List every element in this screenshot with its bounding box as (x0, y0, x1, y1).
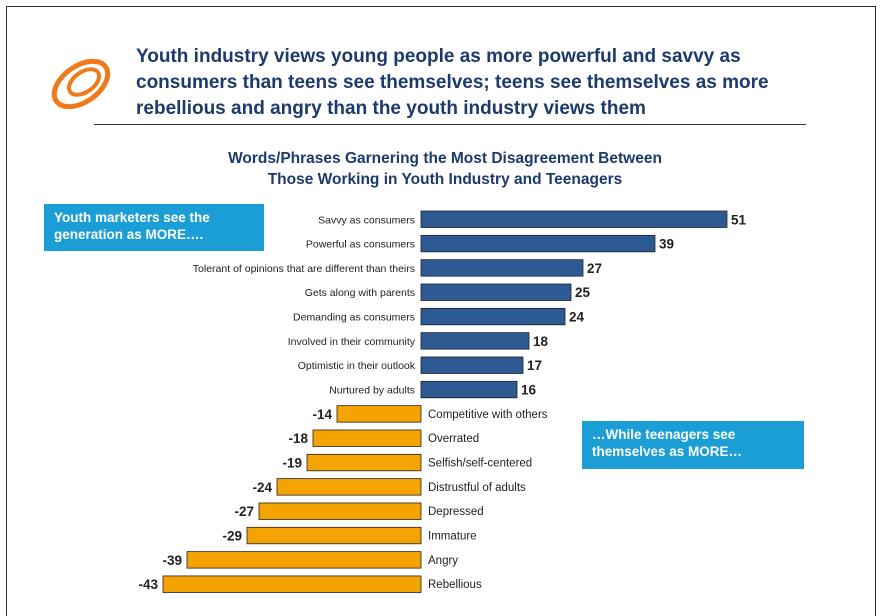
bar (420, 356, 524, 374)
data-label: 16 (521, 383, 537, 398)
data-label: 24 (569, 310, 585, 325)
category-label: Competitive with others (428, 409, 548, 421)
data-label: 51 (731, 212, 747, 227)
data-label: -43 (138, 577, 158, 592)
data-label: -29 (222, 529, 242, 544)
category-label: Involved in their community (288, 336, 416, 348)
category-label: Optimistic in their outlook (298, 360, 416, 372)
bar (420, 307, 566, 326)
category-label: Selfish/self-centered (428, 458, 532, 470)
bar (336, 405, 422, 423)
data-label: 25 (575, 285, 591, 300)
data-label: 27 (587, 261, 602, 276)
category-label: Immature (428, 531, 477, 543)
category-label: Demanding as consumers (293, 312, 415, 324)
bar (186, 551, 422, 569)
category-label: Savvy as consumers (318, 214, 415, 226)
category-label: Tolerant of opinions that are different … (193, 263, 415, 275)
data-label: -19 (282, 456, 302, 471)
bar (420, 380, 518, 399)
bar (420, 210, 728, 228)
bar (162, 575, 422, 593)
data-label: 17 (527, 358, 542, 373)
data-label: -14 (312, 407, 332, 422)
category-label: Powerful as consumers (306, 239, 415, 251)
bar (420, 283, 572, 301)
data-label: 39 (659, 237, 674, 252)
bar (258, 502, 422, 520)
bar (420, 234, 656, 253)
brand-logo-icon (51, 58, 111, 110)
callout-youth-marketers: Youth marketers see the generation as MO… (44, 204, 264, 251)
callout-teenagers: …While teenagers see themselves as MORE… (582, 421, 804, 469)
bar (246, 526, 422, 545)
data-label: 18 (533, 334, 549, 349)
category-label: Distrustful of adults (428, 482, 526, 494)
data-label: -27 (234, 504, 254, 519)
category-label: Depressed (428, 506, 484, 518)
chart-title: Words/Phrases Garnering the Most Disagre… (228, 150, 662, 188)
bar (306, 453, 422, 472)
category-label: Gets along with parents (305, 287, 415, 299)
category-label: Nurtured by adults (329, 385, 415, 397)
bar (420, 259, 584, 277)
data-label: -18 (288, 431, 308, 446)
bar (420, 332, 530, 350)
bar (312, 429, 422, 447)
category-label: Angry (428, 555, 458, 567)
data-label: -39 (162, 553, 182, 568)
slide-headline: Youth industry views young people as mor… (136, 46, 769, 119)
slide-frame (6, 6, 876, 616)
bar (276, 478, 422, 496)
headline-divider (94, 124, 806, 125)
data-label: -24 (252, 480, 272, 495)
category-label: Rebellious (428, 579, 482, 591)
category-label: Overrated (428, 433, 479, 445)
